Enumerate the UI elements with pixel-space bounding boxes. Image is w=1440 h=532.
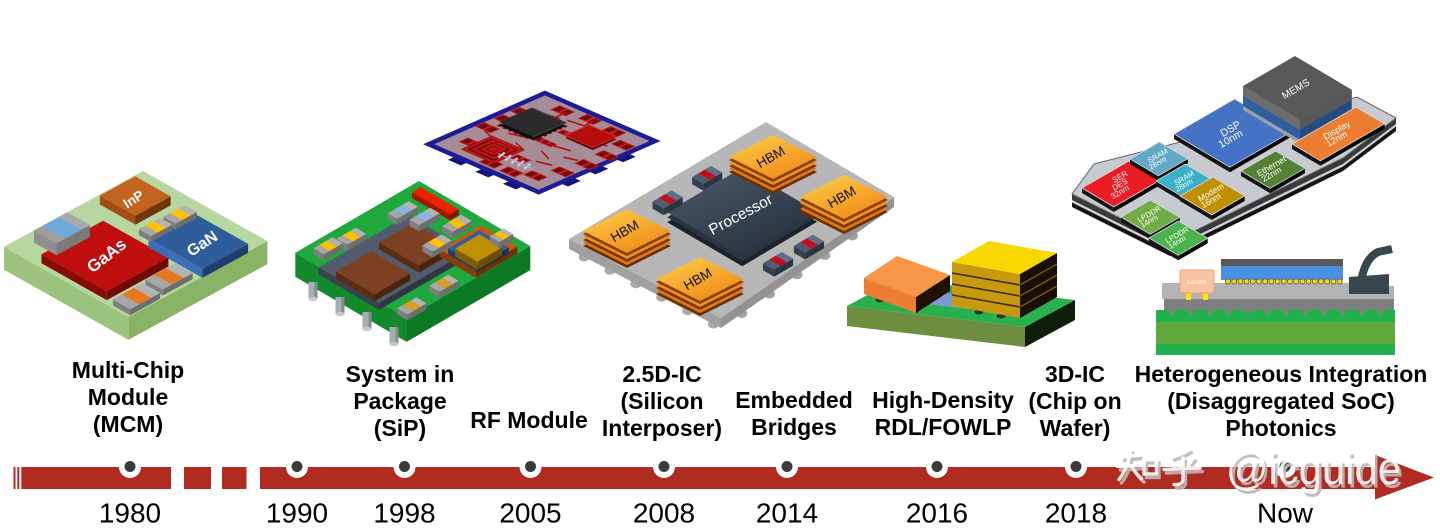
svg-text:Photonics: Photonics bbox=[1225, 415, 1336, 441]
svg-text:Module: Module bbox=[88, 384, 169, 410]
svg-text:2008: 2008 bbox=[633, 498, 695, 529]
svg-text:@icguide: @icguide bbox=[1226, 443, 1401, 494]
svg-text:Bridges: Bridges bbox=[751, 414, 837, 440]
svg-text:Lasers: Lasers bbox=[1187, 279, 1207, 286]
svg-text:High-Density: High-Density bbox=[872, 387, 1014, 413]
svg-text:@icguide: @icguide bbox=[1229, 447, 1404, 498]
svg-text:(Disaggregated SoC): (Disaggregated SoC) bbox=[1167, 388, 1394, 414]
svg-text:(SiP): (SiP) bbox=[374, 415, 426, 441]
svg-text:RF Module: RF Module bbox=[470, 407, 588, 433]
svg-text:3D-IC: 3D-IC bbox=[1045, 361, 1105, 387]
svg-text:Embedded: Embedded bbox=[735, 387, 853, 413]
svg-text:Interposer): Interposer) bbox=[602, 415, 722, 441]
svg-text:2.5D-IC: 2.5D-IC bbox=[622, 361, 701, 387]
svg-text:Wafer): Wafer) bbox=[1040, 415, 1111, 441]
svg-text:2018: 2018 bbox=[1045, 498, 1107, 529]
svg-text:Now: Now bbox=[1257, 498, 1314, 529]
svg-text:1980: 1980 bbox=[99, 498, 161, 529]
svg-text:System in: System in bbox=[346, 361, 455, 387]
svg-text:RDL/FOWLP: RDL/FOWLP bbox=[875, 414, 1012, 440]
svg-text:1998: 1998 bbox=[373, 498, 435, 529]
svg-text:2016: 2016 bbox=[906, 498, 968, 529]
svg-text:Package: Package bbox=[353, 388, 446, 414]
svg-text:Multi-Chip: Multi-Chip bbox=[72, 357, 184, 383]
svg-text:2005: 2005 bbox=[499, 498, 561, 529]
svg-text:2014: 2014 bbox=[756, 498, 818, 529]
svg-text:(Chip on: (Chip on bbox=[1028, 388, 1121, 414]
svg-text:(MCM): (MCM) bbox=[93, 411, 163, 437]
svg-text:1990: 1990 bbox=[266, 498, 328, 529]
svg-text:(Silicon: (Silicon bbox=[620, 388, 703, 414]
svg-text:Heterogeneous Integration: Heterogeneous Integration bbox=[1135, 361, 1428, 387]
